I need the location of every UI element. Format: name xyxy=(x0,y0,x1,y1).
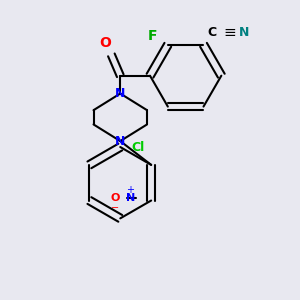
Text: Cl: Cl xyxy=(131,140,145,154)
Text: N: N xyxy=(115,87,125,100)
Text: +: + xyxy=(126,185,134,195)
Text: −: − xyxy=(111,203,120,213)
Text: O: O xyxy=(111,193,120,202)
Text: C: C xyxy=(208,26,217,39)
Text: N: N xyxy=(238,26,249,39)
Text: N: N xyxy=(126,193,135,202)
Text: N: N xyxy=(115,135,125,148)
Text: ≡: ≡ xyxy=(224,26,237,40)
Text: O: O xyxy=(100,36,111,50)
Text: F: F xyxy=(148,29,158,43)
